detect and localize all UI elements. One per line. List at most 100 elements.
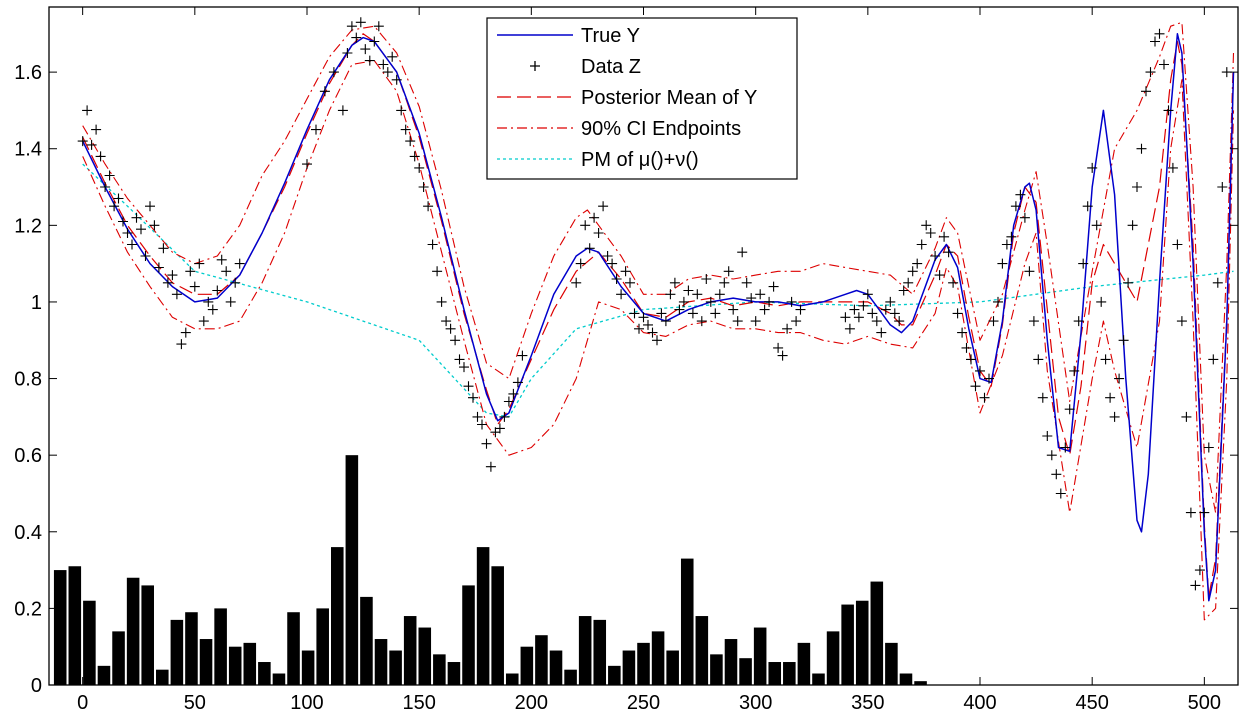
data-point: [876, 327, 887, 338]
data-point: [194, 258, 205, 269]
data-point: [382, 67, 393, 78]
data-point: [1172, 239, 1183, 250]
data-point: [903, 277, 914, 288]
bar: [112, 631, 125, 685]
data-point: [351, 32, 362, 43]
data-point: [1051, 469, 1062, 480]
data-point: [1015, 189, 1026, 200]
line-series-layer: [82, 21, 1235, 621]
data-point: [948, 277, 959, 288]
bar: [724, 639, 738, 685]
bar: [797, 642, 811, 685]
data-point: [122, 228, 133, 238]
data-point: [871, 316, 882, 327]
bar: [710, 654, 723, 685]
legend-label-pm-mu-nu: PM of μ()+ν(): [581, 149, 699, 171]
bar: [564, 669, 577, 685]
data-point: [611, 274, 622, 284]
bar: [826, 631, 840, 685]
data-point: [795, 304, 806, 315]
data-point: [750, 316, 761, 327]
data-point: [494, 423, 505, 434]
data-point: [607, 258, 618, 269]
data-point: [853, 312, 864, 323]
bar: [739, 658, 752, 685]
data-point: [1082, 201, 1093, 212]
data-point: [1001, 239, 1012, 250]
bar: [899, 673, 913, 685]
bar: [447, 662, 461, 685]
data-point: [1073, 316, 1084, 327]
bar: [185, 612, 198, 685]
data-point: [459, 362, 469, 373]
data-point: [957, 327, 968, 338]
x-tick-label: 250: [627, 692, 660, 714]
bar: [68, 566, 82, 685]
data-point: [400, 124, 411, 135]
data-point: [916, 239, 927, 250]
data-point: [1046, 450, 1057, 461]
data-point: [1060, 442, 1071, 453]
y-tick-label: 1.6: [14, 62, 42, 84]
data-point: [1203, 442, 1214, 453]
data-point: [616, 289, 627, 300]
data-point: [373, 21, 384, 32]
data-point: [1163, 105, 1174, 116]
data-point: [862, 289, 873, 300]
data-point: [391, 74, 402, 85]
data-point: [100, 182, 111, 192]
data-point: [580, 220, 591, 231]
data-point: [867, 308, 878, 319]
data-point: [499, 411, 510, 422]
bar: [578, 616, 592, 685]
data-point: [1136, 143, 1147, 154]
data-point: [1141, 86, 1151, 97]
data-point: [741, 277, 752, 288]
data-point: [212, 285, 223, 296]
data-point: [221, 266, 232, 277]
bar: [491, 566, 504, 685]
series-line-posterior-mean: [82, 33, 1235, 598]
legend-entry-posterior-mean: Posterior Mean of Y: [497, 87, 757, 109]
data-point: [584, 243, 595, 254]
bar-series: [53, 455, 927, 685]
bar: [126, 577, 140, 685]
x-tick-label: 100: [290, 692, 323, 714]
data-point: [894, 316, 905, 327]
x-tick-label: 350: [851, 692, 884, 714]
data-point: [1150, 36, 1160, 47]
x-tick-label: 450: [1075, 692, 1108, 714]
y-tick-label: 1.4: [14, 139, 42, 161]
series-line-ci-endpoint: [82, 21, 1235, 514]
data-point: [620, 266, 631, 277]
data-point: [791, 316, 802, 327]
data-point: [468, 392, 478, 403]
data-point: [975, 365, 985, 376]
data-point: [1091, 220, 1102, 231]
data-point: [171, 289, 182, 300]
bar: [214, 608, 227, 685]
y-tick-label: 0.8: [14, 369, 42, 391]
data-point: [782, 323, 793, 334]
data-point: [176, 339, 187, 350]
data-point: [885, 296, 896, 307]
series-line-ci-endpoint: [82, 60, 1235, 621]
data-point: [180, 327, 191, 338]
data-point: [840, 312, 851, 323]
data-point: [678, 296, 689, 307]
data-point: [481, 438, 492, 449]
data-point: [450, 335, 461, 346]
y-tick-label: 0.2: [14, 598, 42, 620]
bar: [403, 616, 417, 685]
data-point: [86, 139, 97, 150]
bar: [83, 600, 96, 685]
data-point: [656, 308, 667, 319]
x-tick-label: 300: [739, 692, 772, 714]
legend-entry-pm-mu-nu: PM of μ()+ν(): [497, 149, 699, 171]
data-point: [665, 289, 676, 300]
bar: [622, 650, 636, 685]
data-point: [346, 21, 357, 32]
data-point: [405, 136, 416, 147]
data-point: [571, 277, 582, 288]
data-point: [625, 277, 635, 288]
